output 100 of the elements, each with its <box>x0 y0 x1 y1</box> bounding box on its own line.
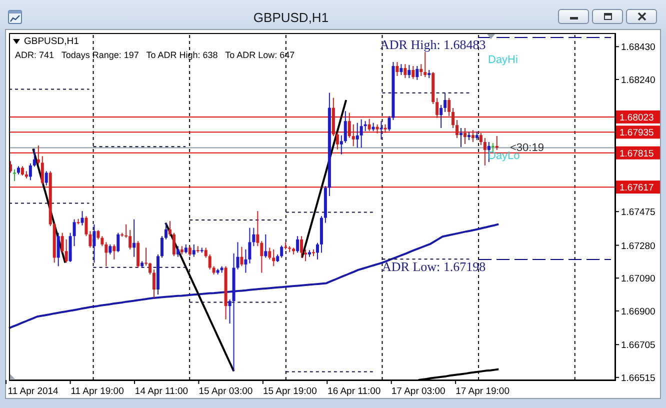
candlestick <box>304 248 308 262</box>
candlestick <box>72 218 76 247</box>
y-tick-label: 1.67280 <box>621 240 656 252</box>
candlestick <box>56 232 60 267</box>
x-tick-label: 15 Apr 03:00 <box>198 386 253 397</box>
ref-line-label: 1.67935 <box>620 128 654 139</box>
line-series <box>8 223 500 330</box>
candlestick <box>188 246 192 257</box>
candlestick <box>136 240 140 268</box>
candlestick <box>420 64 423 77</box>
candlestick <box>460 128 463 148</box>
candlestick <box>256 210 260 247</box>
candlestick <box>20 166 24 176</box>
candlestick <box>316 242 319 260</box>
candlestick <box>368 118 371 132</box>
candlestick <box>176 246 180 258</box>
candlestick <box>352 124 355 147</box>
annotation: GBPUSD,H1 <box>24 36 79 48</box>
candlestick <box>348 112 351 138</box>
candlestick <box>248 227 252 264</box>
candlestick <box>260 240 264 274</box>
candlestick <box>240 246 244 267</box>
candlestick <box>479 132 482 146</box>
candlestick <box>252 227 256 247</box>
x-tick-label: 14 Apr 11:00 <box>134 386 188 397</box>
x-tick-label: 11 Apr 2014 <box>8 386 58 397</box>
candlestick <box>168 220 172 237</box>
candlestick <box>448 97 451 117</box>
ref-line-label: 1.67617 <box>620 182 654 194</box>
candlestick <box>424 52 427 78</box>
candlestick <box>148 262 152 275</box>
candlestick <box>296 236 300 254</box>
candlestick <box>152 268 156 298</box>
candlestick <box>356 122 359 148</box>
x-tick-label: 17 Apr 19:00 <box>456 386 510 397</box>
candlestick <box>128 230 132 250</box>
candlestick <box>44 170 48 186</box>
candlestick <box>380 120 383 140</box>
y-tick-label: 1.66515 <box>621 372 656 384</box>
candlestick <box>60 232 64 254</box>
candlestick <box>272 248 276 267</box>
y-tick-label: 1.68240 <box>621 74 656 86</box>
candlestick <box>436 97 439 118</box>
candlestick <box>344 110 347 144</box>
candlestick <box>340 134 343 155</box>
candlestick <box>412 65 415 80</box>
candlestick <box>400 64 403 76</box>
candlestick <box>208 254 212 270</box>
candlestick <box>360 118 363 148</box>
candlestick <box>132 218 136 258</box>
candlestick <box>244 248 248 274</box>
candlestick <box>300 236 304 258</box>
candlestick <box>456 120 459 139</box>
candlestick <box>483 138 486 166</box>
candlestick <box>164 222 168 240</box>
chart-title: GBPUSD,H1 <box>252 10 330 26</box>
candlestick <box>280 244 284 258</box>
ref-line-label: 1.67815 <box>620 148 654 160</box>
candlestick <box>172 232 176 257</box>
candlestick <box>36 144 40 165</box>
line-series <box>300 99 348 259</box>
candlestick <box>452 107 455 128</box>
x-tick-label: 16 Apr 11:00 <box>328 386 381 397</box>
candlestick <box>144 247 148 266</box>
candlestick <box>32 148 36 168</box>
minimize-button[interactable] <box>558 9 589 24</box>
candlestick <box>416 65 419 80</box>
candlestick <box>396 62 399 77</box>
candlestick <box>80 210 84 226</box>
y-tick-label: 1.68430 <box>621 42 656 54</box>
y-tick-label: 1.66705 <box>621 340 656 352</box>
candlestick <box>336 132 339 150</box>
annotation: ADR: 741 Todays Range: 197 To ADR High: 638 To ADR Low: 647 <box>15 48 295 60</box>
candlestick <box>471 130 474 142</box>
candlestick <box>116 232 120 253</box>
candlestick <box>228 299 232 324</box>
candlestick <box>112 244 116 260</box>
candlestick <box>408 64 411 79</box>
line-series <box>32 148 66 264</box>
candlestick <box>268 247 272 260</box>
candlestick <box>264 234 268 258</box>
candlestick <box>440 104 443 128</box>
x-tick-label: 15 Apr 19:00 <box>262 386 317 397</box>
candlestick <box>204 247 208 258</box>
candlestick <box>92 224 96 264</box>
y-tick-label: 1.67090 <box>621 274 656 285</box>
candlestick <box>100 236 104 247</box>
restore-button[interactable] <box>592 9 623 24</box>
candlestick <box>64 238 68 264</box>
close-button[interactable] <box>626 9 657 24</box>
candlestick <box>40 156 44 185</box>
annotation: DayHi <box>488 52 518 66</box>
annotation: ADR Low: 1.67198 <box>382 258 486 274</box>
candlestick <box>160 236 164 258</box>
candlestick <box>108 244 112 255</box>
candlestick <box>12 168 16 182</box>
candlestick <box>236 242 240 270</box>
x-tick-label: 11 Apr 19:00 <box>70 386 124 397</box>
annotation: ADR High: 1.68483 <box>380 37 486 53</box>
x-tick-label: 17 Apr 03:00 <box>391 386 446 397</box>
